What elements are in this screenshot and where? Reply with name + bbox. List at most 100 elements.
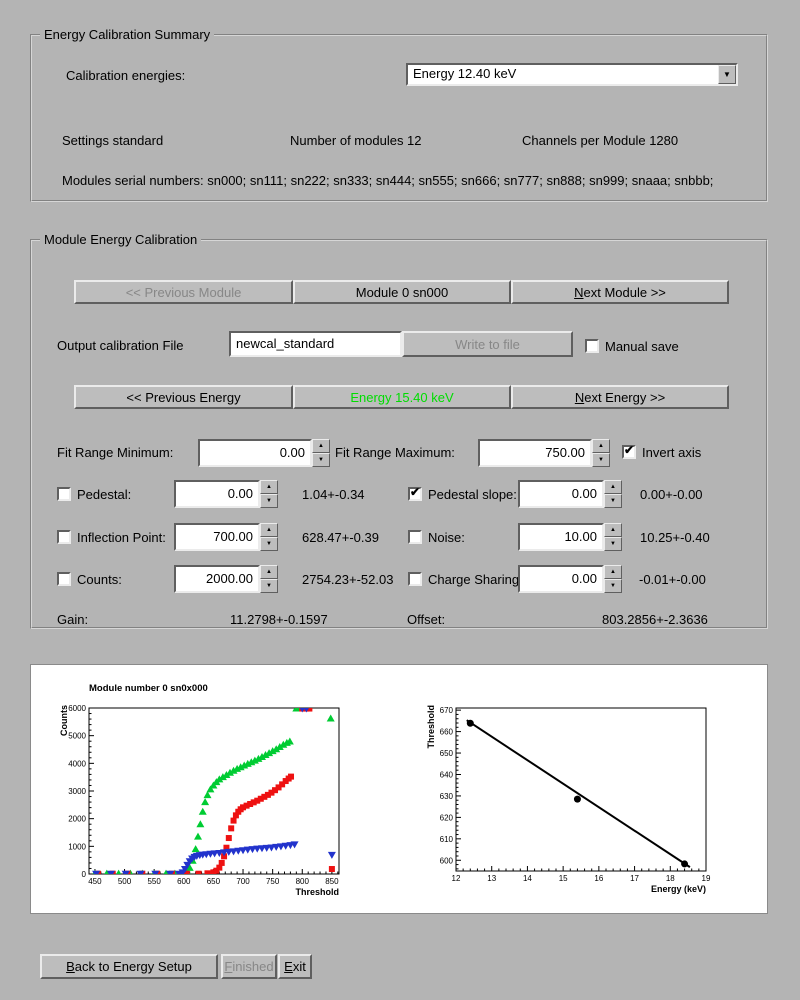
charge-sharing-checkbox[interactable] xyxy=(408,572,422,586)
svg-text:14: 14 xyxy=(523,874,532,883)
spin-up-button[interactable]: ▲ xyxy=(604,565,622,579)
charge-sharing-fit-result: -0.01+-0.00 xyxy=(639,572,706,587)
calibration-energy-select[interactable]: Energy 12.40 keV ▼ xyxy=(406,63,738,86)
fit-range-minimum-spinbox[interactable]: 0.00 ▲ ▼ xyxy=(198,439,330,467)
spin-down-button[interactable]: ▼ xyxy=(260,494,278,508)
calibration-plots-panel: 450 500 550 600 650 700 750 800 850 0 1000 2000 3000… xyxy=(30,664,768,914)
svg-text:640: 640 xyxy=(440,770,454,779)
spin-up-button[interactable]: ▲ xyxy=(260,523,278,537)
spin-up-button[interactable]: ▲ xyxy=(604,480,622,494)
gain-label: Gain: xyxy=(57,612,89,627)
output-calibration-file-label: Output calibration File xyxy=(57,338,184,353)
pedestal-label: Pedestal: xyxy=(77,487,132,502)
spin-up-button[interactable]: ▲ xyxy=(312,439,330,453)
svg-text:5000: 5000 xyxy=(68,732,86,741)
svg-text:1000: 1000 xyxy=(68,842,86,851)
spin-down-button[interactable]: ▼ xyxy=(592,453,610,467)
svg-text:19: 19 xyxy=(702,874,711,883)
noise-checkbox[interactable] xyxy=(408,530,422,544)
svg-text:Counts: Counts xyxy=(59,705,69,736)
pedestal-slope-spinbox[interactable]: 0.00 ▲ ▼ xyxy=(518,480,622,508)
svg-text:2000: 2000 xyxy=(68,815,86,824)
svg-text:15: 15 xyxy=(559,874,568,883)
offset-label: Offset: xyxy=(407,612,446,627)
spin-up-button[interactable]: ▲ xyxy=(260,565,278,579)
inflection-point-value[interactable]: 700.00 xyxy=(174,523,260,551)
manual-save-label: Manual save xyxy=(605,339,679,354)
svg-text:660: 660 xyxy=(440,728,454,737)
fit-range-minimum-value[interactable]: 0.00 xyxy=(198,439,312,467)
offset-value: 803.2856+-2.3636 xyxy=(602,612,708,627)
dropdown-arrow-icon[interactable]: ▼ xyxy=(718,65,736,84)
output-file-input[interactable]: newcal_standard xyxy=(229,331,402,357)
spin-down-button[interactable]: ▼ xyxy=(604,579,622,593)
invert-axis-checkbox[interactable] xyxy=(622,443,636,459)
pedestal-slope-fit-result: 0.00+-0.00 xyxy=(640,487,703,502)
energy-calibration-chart: 12 13 14 15 16 17 18 19 600 610 620 630 640 650 660 670… xyxy=(426,705,711,894)
gain-value: 11.2798+-0.1597 xyxy=(230,612,328,627)
svg-text:17: 17 xyxy=(630,874,639,883)
inflection-point-checkbox[interactable] xyxy=(57,530,71,544)
current-module-button[interactable]: Module 0 sn000 xyxy=(293,280,511,304)
number-of-modules-text: Number of modules 12 xyxy=(290,133,422,148)
pedestal-value[interactable]: 0.00 xyxy=(174,480,260,508)
calibration-energies-label: Calibration energies: xyxy=(66,68,186,83)
previous-module-button[interactable]: << Previous Module xyxy=(74,280,293,304)
fit-range-maximum-value[interactable]: 750.00 xyxy=(478,439,592,467)
svg-text:Threshold: Threshold xyxy=(295,887,339,897)
threshold-scan-chart: 450 500 550 600 650 700 750 800 850 0 1000 2000 3000… xyxy=(59,683,340,897)
module-serial-numbers-text: Modules serial numbers: sn000; sn111; sn… xyxy=(62,173,714,188)
svg-text:0: 0 xyxy=(82,870,87,879)
svg-text:Module number 0 sn0x000: Module number 0 sn0x000 xyxy=(89,683,208,694)
pedestal-slope-checkbox[interactable] xyxy=(408,485,422,501)
svg-text:670: 670 xyxy=(440,706,454,715)
exit-button[interactable]: Exit xyxy=(278,954,312,979)
spin-down-button[interactable]: ▼ xyxy=(604,494,622,508)
pedestal-slope-value[interactable]: 0.00 xyxy=(518,480,604,508)
back-to-energy-setup-button[interactable]: Back to Energy Setup xyxy=(40,954,218,979)
svg-text:600: 600 xyxy=(177,877,191,886)
pedestal-checkbox[interactable] xyxy=(57,487,71,501)
svg-text:610: 610 xyxy=(440,835,454,844)
svg-text:850: 850 xyxy=(325,877,339,886)
spin-down-button[interactable]: ▼ xyxy=(604,537,622,551)
svg-text:Energy (keV): Energy (keV) xyxy=(651,884,706,894)
next-energy-button[interactable]: Next Energy >> xyxy=(511,385,729,409)
svg-text:450: 450 xyxy=(88,877,102,886)
inflection-point-label: Inflection Point: xyxy=(77,530,166,545)
module-group-title: Module Energy Calibration xyxy=(40,232,202,247)
counts-checkbox[interactable] xyxy=(57,572,71,586)
pedestal-slope-label: Pedestal slope: xyxy=(428,487,517,502)
counts-fit-result: 2754.23+-52.03 xyxy=(302,572,394,587)
previous-energy-button[interactable]: << Previous Energy xyxy=(74,385,293,409)
noise-spinbox[interactable]: 10.00 ▲ ▼ xyxy=(518,523,622,551)
svg-text:6000: 6000 xyxy=(68,704,86,713)
spin-down-button[interactable]: ▼ xyxy=(260,579,278,593)
inflection-point-spinbox[interactable]: 700.00 ▲ ▼ xyxy=(174,523,278,551)
spin-up-button[interactable]: ▲ xyxy=(604,523,622,537)
charge-sharing-value[interactable]: 0.00 xyxy=(518,565,604,593)
counts-spinbox[interactable]: 2000.00 ▲ ▼ xyxy=(174,565,278,593)
spin-down-button[interactable]: ▼ xyxy=(312,453,330,467)
svg-text:800: 800 xyxy=(296,877,310,886)
fit-range-maximum-spinbox[interactable]: 750.00 ▲ ▼ xyxy=(478,439,610,467)
spin-up-button[interactable]: ▲ xyxy=(592,439,610,453)
energy-calibration-summary-group: Energy Calibration Summary Calibration e… xyxy=(30,27,768,202)
charge-sharing-spinbox[interactable]: 0.00 ▲ ▼ xyxy=(518,565,622,593)
counts-value[interactable]: 2000.00 xyxy=(174,565,260,593)
svg-text:750: 750 xyxy=(266,877,280,886)
spin-down-button[interactable]: ▼ xyxy=(260,537,278,551)
svg-text:Threshold: Threshold xyxy=(426,705,436,749)
noise-label: Noise: xyxy=(428,530,465,545)
write-to-file-button[interactable]: Write to file xyxy=(402,331,573,357)
next-module-button[interactable]: Next Module >> xyxy=(511,280,729,304)
spin-up-button[interactable]: ▲ xyxy=(260,480,278,494)
noise-value[interactable]: 10.00 xyxy=(518,523,604,551)
current-energy-button[interactable]: Energy 15.40 keV xyxy=(293,385,511,409)
settings-text: Settings standard xyxy=(62,133,164,148)
finished-button[interactable]: Finished xyxy=(221,954,277,979)
pedestal-spinbox[interactable]: 0.00 ▲ ▼ xyxy=(174,480,278,508)
invert-axis-label: Invert axis xyxy=(642,445,702,460)
manual-save-checkbox[interactable] xyxy=(585,339,599,353)
